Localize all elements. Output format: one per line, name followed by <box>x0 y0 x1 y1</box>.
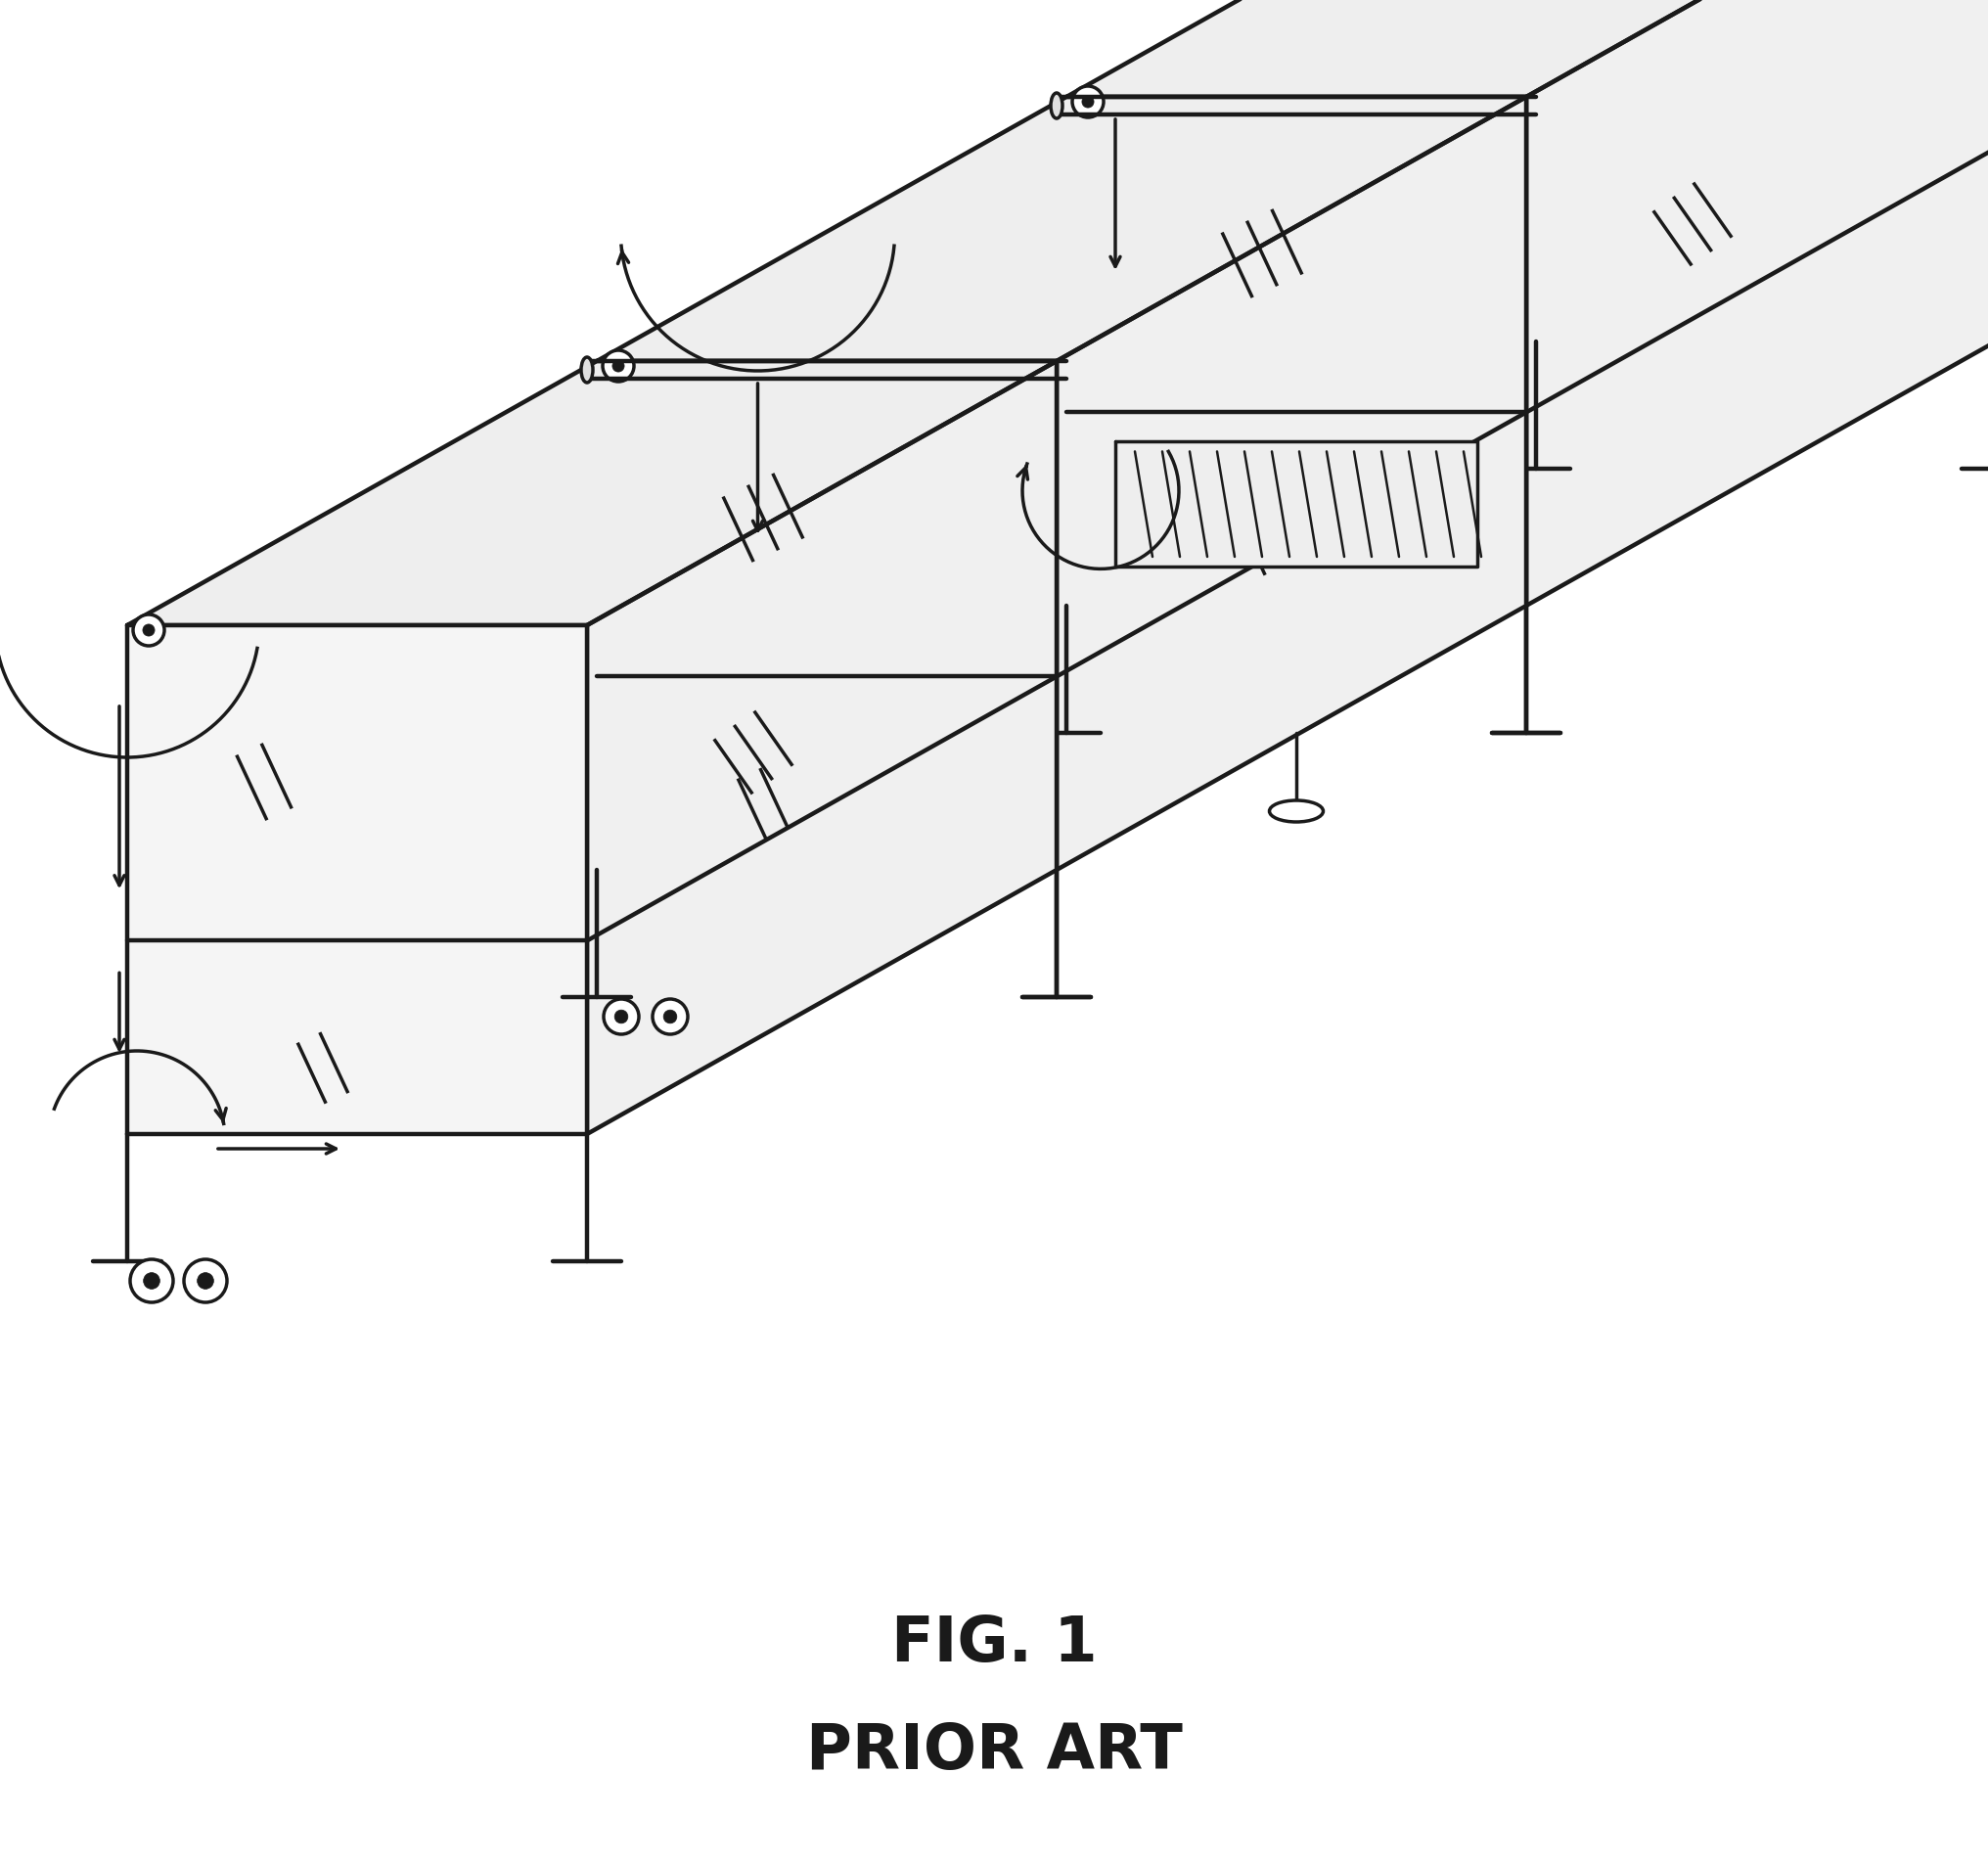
Polygon shape <box>127 362 1056 626</box>
Polygon shape <box>596 97 1525 362</box>
Circle shape <box>614 1010 628 1023</box>
Circle shape <box>133 615 165 647</box>
Polygon shape <box>1066 97 1525 606</box>
Circle shape <box>652 999 688 1035</box>
Text: PRIOR ART: PRIOR ART <box>805 1720 1181 1780</box>
Text: FIG. 1: FIG. 1 <box>891 1612 1097 1674</box>
Circle shape <box>664 1010 676 1023</box>
Polygon shape <box>596 362 1056 870</box>
Circle shape <box>197 1273 213 1290</box>
Circle shape <box>612 362 624 373</box>
Polygon shape <box>127 626 586 1135</box>
Polygon shape <box>1115 442 1477 567</box>
Circle shape <box>183 1260 227 1303</box>
Circle shape <box>1072 88 1103 117</box>
Circle shape <box>129 1260 173 1303</box>
Ellipse shape <box>580 358 592 384</box>
Circle shape <box>143 1273 159 1290</box>
Circle shape <box>602 350 634 382</box>
Circle shape <box>1081 97 1093 108</box>
Polygon shape <box>586 362 1056 1135</box>
Polygon shape <box>1066 0 1988 97</box>
Circle shape <box>143 624 155 637</box>
Circle shape <box>602 999 638 1035</box>
Ellipse shape <box>1268 802 1322 822</box>
Polygon shape <box>1056 97 1525 870</box>
Ellipse shape <box>1050 93 1062 119</box>
Polygon shape <box>1525 0 1988 606</box>
